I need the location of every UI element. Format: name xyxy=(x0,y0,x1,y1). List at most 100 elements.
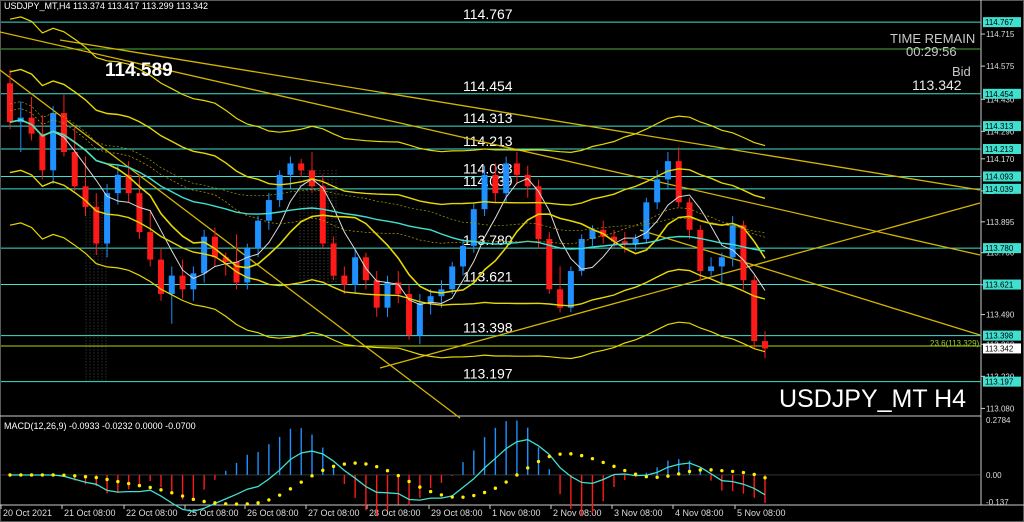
macd-signal-dot xyxy=(482,490,487,495)
level-label: 114.454 xyxy=(463,78,513,94)
macd-signal-dot xyxy=(364,462,368,466)
macd-signal-dot xyxy=(267,498,271,502)
macd-signal-dot xyxy=(94,475,98,480)
macd-signal-dot xyxy=(277,493,282,497)
y-tick-label: 114.170 xyxy=(986,155,1015,164)
candle-body xyxy=(470,209,477,246)
candle-body xyxy=(125,174,132,194)
x-tick-label: 27 Oct 08:00 xyxy=(308,508,360,518)
x-tick-label: 20 Oct 2021 xyxy=(3,508,52,518)
candle-body xyxy=(460,245,466,267)
candle-body xyxy=(503,163,510,194)
macd-signal-dot xyxy=(428,489,433,494)
level-label: 113.398 xyxy=(463,320,513,336)
macd-header: MACD(12,26,9) -0.0933 -0.0232 0.0000 -0.… xyxy=(4,421,196,431)
macd-signal-dot xyxy=(547,454,551,459)
y-tick-label: 114.290 xyxy=(986,127,1015,136)
macd-tick-label: 0.00 xyxy=(986,471,1002,480)
y-tick-label: 113.080 xyxy=(986,404,1015,413)
macd-signal-dot xyxy=(526,466,530,470)
macd-signal-dot xyxy=(245,502,249,506)
candle-body xyxy=(557,289,564,308)
candle-body xyxy=(28,117,35,134)
macd-signal-dot xyxy=(439,493,444,497)
candle-body xyxy=(395,282,402,294)
band-upper xyxy=(9,68,766,206)
candle-body xyxy=(93,206,100,244)
bid-label: Bid xyxy=(952,64,971,79)
macd-signal-dot xyxy=(698,468,702,472)
trend-line xyxy=(639,229,981,336)
x-tick-label: 1 Nov 08:00 xyxy=(492,508,541,518)
trend-line xyxy=(0,31,981,256)
fib-label: 23.6(113.329) xyxy=(930,339,980,348)
candle-body xyxy=(341,275,348,285)
candle-body xyxy=(675,161,682,203)
macd-signal-dot xyxy=(579,453,584,458)
candle-body xyxy=(740,225,747,281)
candle-body xyxy=(222,257,229,262)
candle-body xyxy=(708,266,715,272)
candle-body xyxy=(330,243,337,276)
macd-signal-dot xyxy=(623,468,627,473)
macd-signal-dot xyxy=(677,472,681,476)
x-tick-label: 22 Oct 08:00 xyxy=(126,508,178,518)
macd-signal-dot xyxy=(666,474,670,478)
macd-signal-dot xyxy=(461,495,465,499)
price-tag xyxy=(983,17,1021,28)
macd-signal-dot xyxy=(385,469,390,473)
ma-mid xyxy=(9,119,766,294)
candle-body xyxy=(567,271,574,308)
candle-body xyxy=(449,266,456,290)
candle-body xyxy=(697,229,704,272)
candle-body xyxy=(276,174,283,201)
y-tick-label: 113.760 xyxy=(986,249,1015,258)
candle-body xyxy=(718,257,725,267)
macd-signal-dot xyxy=(213,501,217,505)
macd-signal-dot xyxy=(741,470,746,475)
macd-signal-dot xyxy=(116,479,120,484)
macd-signal-dot xyxy=(687,469,692,474)
candle-body xyxy=(179,275,186,290)
candle-body xyxy=(416,303,423,336)
macd-signal-dot xyxy=(612,464,616,469)
cloud-span-a xyxy=(9,108,766,245)
candle-body xyxy=(298,163,305,171)
countdown-label: 00:29:56 xyxy=(906,44,957,59)
price-tag xyxy=(983,121,1021,132)
macd-signal-dot xyxy=(51,473,55,477)
candle-body xyxy=(7,83,13,123)
cloud-span-b xyxy=(9,101,766,234)
candle-body xyxy=(50,113,57,171)
macd-signal-dot xyxy=(655,475,659,479)
macd-signal-dot xyxy=(407,479,411,484)
macd-signal-dot xyxy=(450,495,454,499)
candle-body xyxy=(168,275,175,294)
macd-signal-dot xyxy=(148,485,152,490)
candle-body xyxy=(104,193,111,244)
macd-signal-dot xyxy=(331,464,336,469)
candle-body xyxy=(406,293,413,336)
candle-body xyxy=(255,220,262,249)
price-tag xyxy=(983,88,1021,99)
level-label: 113.197 xyxy=(463,366,513,382)
candle-body xyxy=(427,296,434,304)
macd-signal-dot xyxy=(105,477,109,482)
x-tick-label: 26 Oct 08:00 xyxy=(247,508,299,518)
candle-body xyxy=(39,133,46,171)
price-tag xyxy=(983,171,1021,182)
macd-signal-dot xyxy=(342,462,347,466)
candle-body xyxy=(190,273,197,290)
macd-tick-label: 0.2784 xyxy=(986,416,1011,425)
macd-signal-dot xyxy=(644,474,649,479)
macd-signal-dot xyxy=(191,497,196,502)
price-tag xyxy=(983,376,1021,387)
price-tag-label: 114.454 xyxy=(985,90,1014,99)
ma-fast xyxy=(9,119,766,306)
level-label: 114.313 xyxy=(463,110,513,126)
macd-signal-dot xyxy=(720,468,724,473)
level-label: 114.767 xyxy=(463,6,513,22)
x-tick-label: 29 Oct 08:00 xyxy=(431,508,483,518)
macd-signal-dot xyxy=(321,468,325,473)
